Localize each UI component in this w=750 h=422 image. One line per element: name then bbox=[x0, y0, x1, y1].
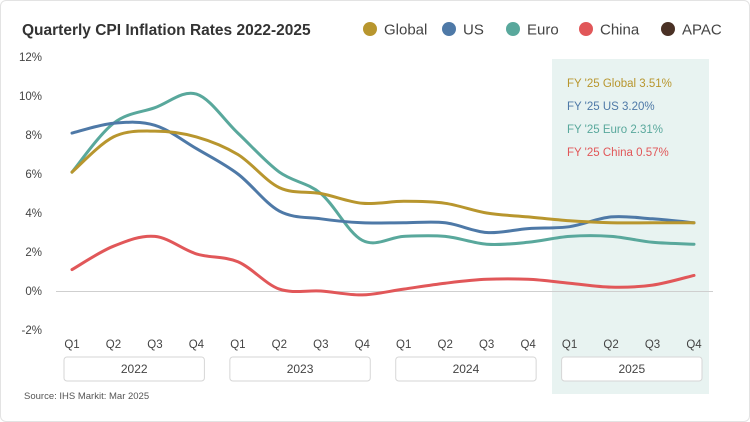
x-tick-label: Q4 bbox=[686, 339, 702, 351]
annotations: FY '25 Global 3.51% FY '25 US 3.20% FY '25… bbox=[567, 78, 672, 159]
y-tick-label: 12% bbox=[19, 52, 42, 64]
y-tick-label: 4% bbox=[25, 208, 42, 220]
year-label: 2024 bbox=[453, 362, 480, 376]
x-tick-label: Q4 bbox=[189, 339, 205, 351]
x-tick-label: Q3 bbox=[479, 339, 494, 351]
y-tick-label: 0% bbox=[25, 286, 42, 298]
annotation-label: FY '25 China 0.57% bbox=[567, 147, 669, 159]
y-tick-label: 6% bbox=[25, 169, 42, 181]
year-label: 2022 bbox=[121, 362, 148, 376]
x-tick-label: Q3 bbox=[645, 339, 660, 351]
year-label: 2023 bbox=[287, 362, 314, 376]
legend-swatch-china bbox=[579, 22, 593, 36]
year-boxes: 2022 2023 2024 2025 bbox=[63, 356, 703, 382]
highlight-band-2025 bbox=[552, 59, 709, 394]
year-box bbox=[229, 356, 371, 382]
y-tick-label: 10% bbox=[19, 91, 42, 103]
annotation-label: FY '25 Euro 2.31% bbox=[567, 124, 663, 136]
series-line-global bbox=[70, 129, 696, 225]
x-tick-label: Q2 bbox=[438, 339, 453, 351]
x-tick-label: Q2 bbox=[106, 339, 121, 351]
year-box bbox=[395, 356, 537, 382]
x-tick-label: Q1 bbox=[230, 339, 245, 351]
legend-label-apac: APAC bbox=[682, 22, 722, 39]
year-box bbox=[63, 356, 205, 382]
x-tick-label: Q4 bbox=[355, 339, 371, 351]
legend: Global US Euro China APAC bbox=[363, 22, 722, 39]
y-tick-label: -2% bbox=[22, 325, 42, 337]
chart-title: Quarterly CPI Inflation Rates 2022-2025 bbox=[22, 22, 311, 39]
annotation-label: FY '25 US 3.20% bbox=[567, 101, 655, 113]
legend-label-global: Global bbox=[384, 22, 427, 39]
source-note: Source: IHS Markit: Mar 2025 bbox=[24, 391, 149, 402]
legend-label-us: US bbox=[463, 22, 484, 39]
year-label: 2025 bbox=[618, 362, 645, 376]
legend-label-china: China bbox=[600, 22, 640, 39]
x-tick-label: Q3 bbox=[313, 339, 328, 351]
annotation-label: FY '25 Global 3.51% bbox=[567, 78, 672, 90]
x-axis: Q1 Q2 Q3 Q4 Q1 Q2 Q3 Q4 Q1 Q2 Q3 Q4 Q1 Q2 Q3 Q4 bbox=[64, 339, 702, 351]
legend-swatch-us bbox=[442, 22, 456, 36]
legend-swatch-global bbox=[363, 22, 377, 36]
x-tick-label: Q3 bbox=[147, 339, 162, 351]
series-line-china bbox=[70, 234, 696, 297]
x-tick-label: Q2 bbox=[272, 339, 287, 351]
x-tick-label: Q2 bbox=[603, 339, 618, 351]
legend-swatch-apac bbox=[661, 22, 675, 36]
y-tick-label: 8% bbox=[25, 130, 42, 142]
legend-swatch-euro bbox=[506, 22, 520, 36]
x-tick-label: Q4 bbox=[520, 339, 536, 351]
x-tick-label: Q1 bbox=[64, 339, 79, 351]
year-box bbox=[561, 356, 703, 382]
series-line-euro bbox=[70, 91, 696, 247]
legend-label-euro: Euro bbox=[527, 22, 559, 39]
y-tick-label: 2% bbox=[25, 247, 42, 259]
y-axis: -2% 0% 2% 4% 6% 8% 10% 12% bbox=[19, 52, 42, 337]
x-tick-label: Q1 bbox=[562, 339, 577, 351]
series-lines bbox=[70, 91, 696, 297]
x-tick-label: Q1 bbox=[396, 339, 411, 351]
